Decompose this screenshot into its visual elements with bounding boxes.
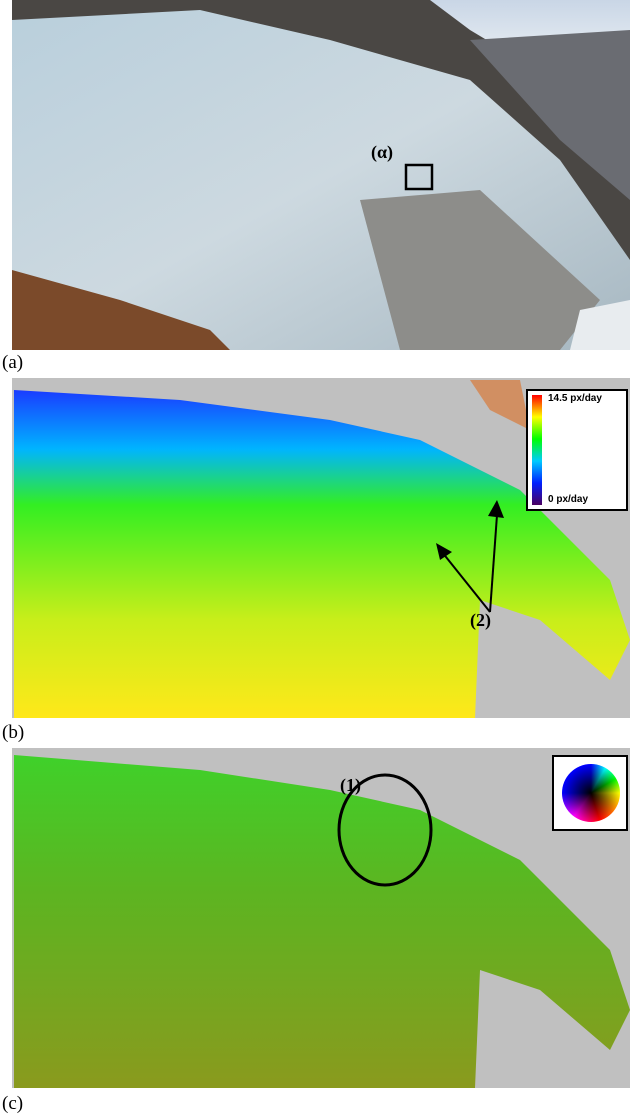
direction-color-wheel — [562, 764, 620, 822]
direction-map-panel-c — [12, 748, 630, 1088]
panel-label: (b) — [2, 722, 24, 744]
region-annotation: (α) — [371, 142, 393, 163]
colorbar-max-label: 14.5 px/day — [548, 393, 602, 404]
photo-panel-a — [12, 0, 630, 350]
figure-graphics — [0, 0, 641, 1119]
panel-label: (c) — [2, 1093, 23, 1115]
region-annotation: (1) — [340, 775, 361, 796]
velocity-map-panel-b — [12, 378, 630, 718]
figure: (α) (a) 14.5 px/day 0 px/day (2) (b) (1)… — [0, 0, 641, 1119]
panel-label: (a) — [2, 352, 23, 374]
colorbar-min-label: 0 px/day — [548, 494, 588, 505]
region-annotation: (2) — [470, 610, 491, 631]
